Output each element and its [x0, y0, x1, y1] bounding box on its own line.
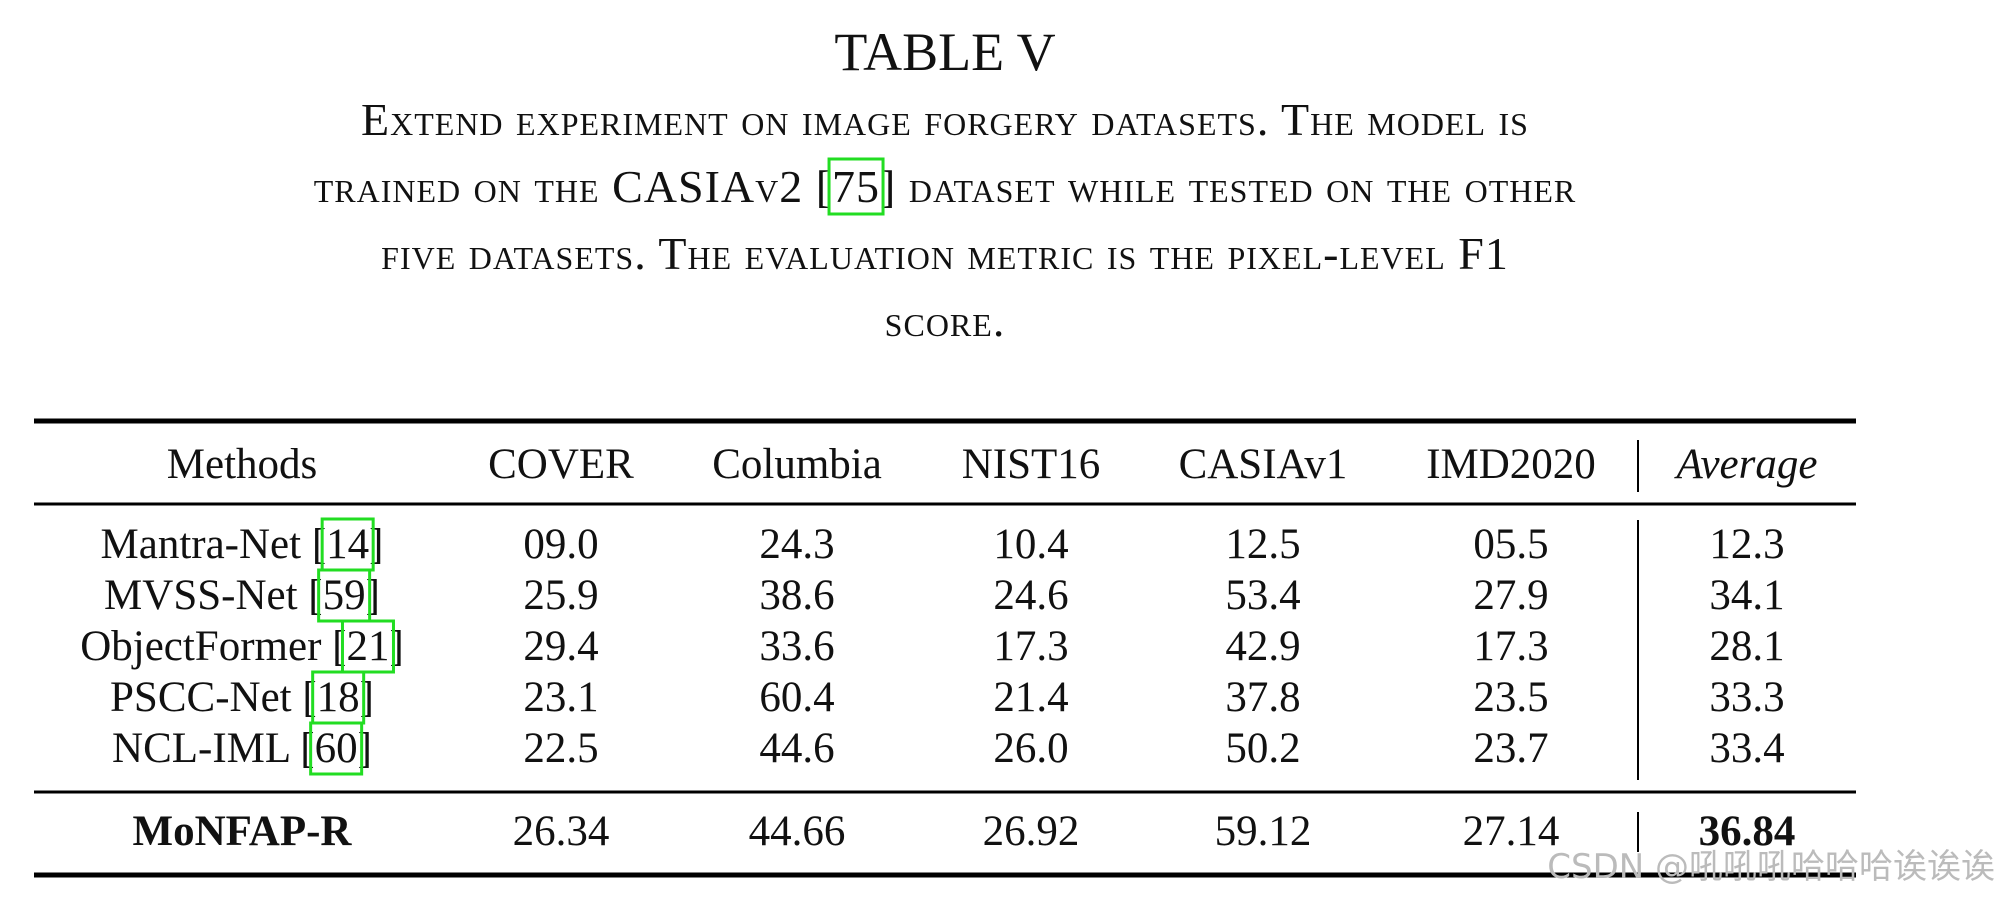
method-cell: NCL-IML [60]	[112, 725, 372, 772]
caption-line: score.	[885, 295, 1006, 346]
caption-text: trained on the CASIAv2 [	[314, 161, 832, 212]
value-cell: 17.3	[1473, 623, 1548, 670]
value-cell: 38.6	[759, 572, 834, 619]
value-cell: 12.3	[1709, 521, 1784, 568]
value-cell: 23.5	[1473, 674, 1548, 721]
method-bracket: ]	[360, 674, 374, 721]
value-cell: 59.12	[1215, 808, 1312, 855]
value-cell: 29.4	[523, 623, 598, 670]
value-cell: 26.92	[983, 808, 1080, 855]
value-cell: 33.3	[1709, 674, 1784, 721]
value-cell: 21.4	[993, 674, 1068, 721]
value-cell: 42.9	[1225, 623, 1300, 670]
value-cell: 60.4	[759, 674, 834, 721]
table-title: TABLE V	[834, 22, 1055, 82]
method-name: MVSS-Net [	[104, 572, 323, 619]
method-ref[interactable]: 60	[315, 725, 358, 772]
value-cell: 33.6	[759, 623, 834, 670]
watermark: CSDN @吼吼吼哈哈哈诶诶诶	[1547, 847, 1995, 887]
method-name: Mantra-Net [	[101, 521, 327, 568]
ref-highlight	[309, 721, 364, 776]
value-cell: 53.4	[1225, 572, 1300, 619]
value-cell: 34.1	[1709, 572, 1784, 619]
method-name: ObjectFormer [	[80, 623, 346, 670]
value-cell: 23.1	[523, 674, 598, 721]
ref-highlight	[827, 157, 885, 216]
column-header: IMD2020	[1426, 441, 1596, 488]
value-cell: 33.4	[1709, 725, 1784, 772]
column-header: Columbia	[712, 441, 882, 488]
method-cell: PSCC-Net [18]	[110, 674, 374, 721]
value-cell: 26.0	[993, 725, 1068, 772]
method-cell: ObjectFormer [21]	[80, 623, 404, 670]
method-cell: MVSS-Net [59]	[104, 572, 380, 619]
caption-line: five datasets. The evaluation metric is …	[381, 228, 1509, 279]
method-ref[interactable]: 59	[323, 572, 366, 619]
value-cell: 17.3	[993, 623, 1068, 670]
method-name: PSCC-Net [	[110, 674, 317, 721]
method-bracket: ]	[358, 725, 372, 772]
value-cell: 25.9	[523, 572, 598, 619]
caption-line: trained on the CASIAv2 [75] dataset whil…	[314, 161, 1577, 212]
value-cell: 44.66	[749, 808, 846, 855]
column-header: CASIAv1	[1179, 441, 1348, 488]
value-cell: 37.8	[1225, 674, 1300, 721]
value-cell: 12.5	[1225, 521, 1300, 568]
value-cell: 24.6	[993, 572, 1068, 619]
value-cell: 24.3	[759, 521, 834, 568]
column-header: Average	[1674, 441, 1818, 488]
value-cell: 23.7	[1473, 725, 1548, 772]
value-cell: 27.9	[1473, 572, 1548, 619]
value-cell: 09.0	[523, 521, 598, 568]
method-ref[interactable]: 18	[317, 674, 360, 721]
column-header: NIST16	[962, 441, 1101, 488]
method-ref[interactable]: 14	[326, 521, 369, 568]
column-header: Methods	[167, 441, 318, 488]
method-bracket: ]	[389, 623, 403, 670]
method-bracket: ]	[366, 572, 380, 619]
value-cell: 27.14	[1463, 808, 1560, 855]
method-ref[interactable]: 21	[346, 623, 389, 670]
method-bracket: ]	[369, 521, 383, 568]
caption-ref[interactable]: 75	[832, 161, 880, 212]
method-cell: MoNFAP-R	[133, 808, 353, 855]
method-cell: Mantra-Net [14]	[101, 521, 384, 568]
value-cell: 22.5	[523, 725, 598, 772]
value-cell: 50.2	[1225, 725, 1300, 772]
value-cell: 44.6	[759, 725, 834, 772]
value-cell: 10.4	[993, 521, 1068, 568]
caption-text: ] dataset while tested on the other	[880, 161, 1576, 212]
ref-highlight	[340, 619, 395, 674]
method-name: NCL-IML [	[112, 725, 315, 772]
value-cell: 36.84	[1699, 808, 1796, 855]
caption-line: Extend experiment on image forgery datas…	[361, 94, 1529, 145]
value-cell: 05.5	[1473, 521, 1548, 568]
value-cell: 28.1	[1709, 623, 1784, 670]
value-cell: 26.34	[513, 808, 610, 855]
column-header: COVER	[488, 441, 634, 488]
